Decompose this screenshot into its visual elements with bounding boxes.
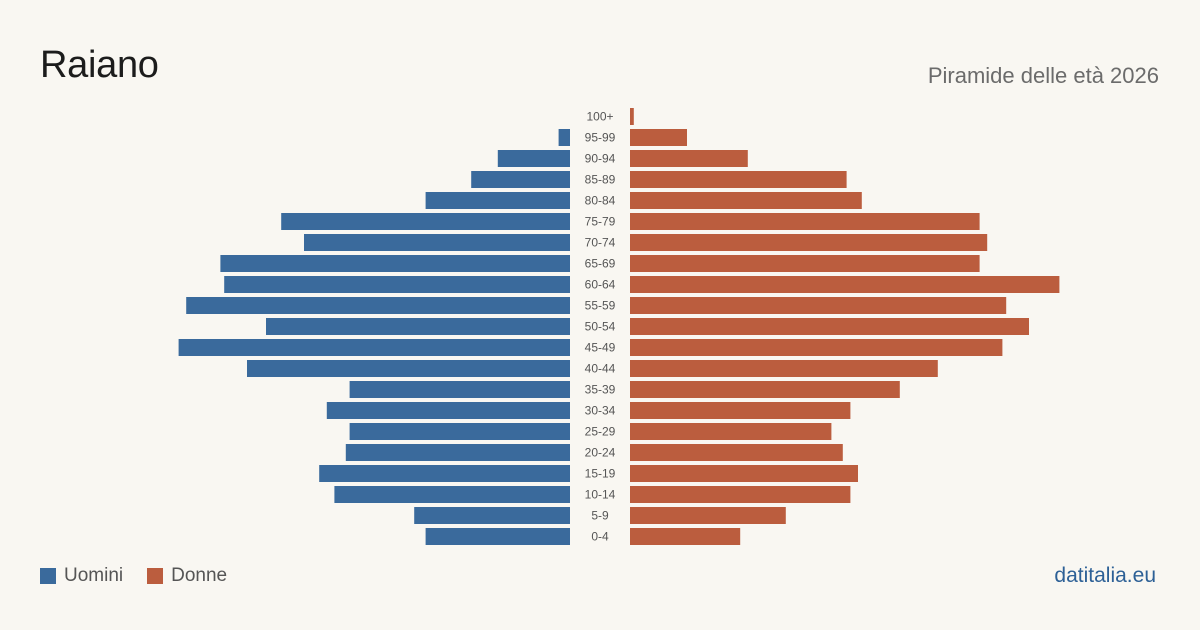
age-label-30-34: 30-34 [585, 404, 616, 418]
age-label-5-9: 5-9 [591, 509, 609, 523]
age-label-65-69: 65-69 [585, 257, 616, 271]
bar-men-30-34 [326, 402, 570, 419]
age-label-15-19: 15-19 [585, 467, 616, 481]
bar-women-25-29 [630, 423, 832, 440]
bar-women-90-94 [630, 150, 748, 167]
bar-women-35-39 [630, 381, 900, 398]
bar-men-5-9 [414, 507, 570, 524]
bar-women-60-64 [630, 276, 1060, 293]
age-label-100plus: 100+ [586, 110, 613, 124]
bar-men-40-44 [247, 360, 570, 377]
bar-men-15-19 [319, 465, 570, 482]
bar-men-0-4 [425, 528, 570, 545]
legend-swatch-women [147, 568, 164, 584]
bar-women-70-74 [630, 234, 988, 251]
legend-item-women: Donne [147, 565, 227, 587]
bar-women-55-59 [630, 297, 1007, 314]
bar-men-60-64 [224, 276, 570, 293]
bar-men-70-74 [304, 234, 570, 251]
legend: Uomini Donne [40, 565, 251, 587]
bar-women-0-4 [630, 528, 741, 545]
bar-men-90-94 [497, 150, 570, 167]
age-label-85-89: 85-89 [585, 173, 616, 187]
bar-men-85-89 [471, 171, 570, 188]
age-label-10-14: 10-14 [585, 488, 616, 502]
legend-label-men: Uomini [64, 565, 124, 586]
bar-women-65-69 [630, 255, 980, 272]
age-label-55-59: 55-59 [585, 299, 616, 313]
bar-men-25-29 [349, 423, 570, 440]
bar-women-45-49 [630, 339, 1003, 356]
age-label-45-49: 45-49 [585, 341, 616, 355]
bar-women-80-84 [630, 192, 862, 209]
age-label-20-24: 20-24 [585, 446, 616, 460]
chart-subtitle: Piramide delle età 2026 [927, 63, 1159, 88]
legend-item-men: Uomini [40, 565, 123, 587]
bar-women-95-99 [630, 129, 687, 146]
bar-women-30-34 [630, 402, 851, 419]
bar-men-80-84 [425, 192, 570, 209]
bar-men-20-24 [345, 444, 570, 461]
legend-swatch-men [40, 568, 56, 584]
bar-men-45-49 [178, 339, 570, 356]
bar-women-5-9 [630, 507, 786, 524]
age-label-35-39: 35-39 [585, 383, 616, 397]
legend-label-women: Donne [171, 565, 228, 586]
age-label-25-29: 25-29 [585, 425, 616, 439]
bar-women-10-14 [630, 486, 851, 503]
age-label-90-94: 90-94 [585, 152, 616, 166]
age-label-50-54: 50-54 [585, 320, 616, 334]
age-label-95-99: 95-99 [585, 131, 616, 145]
bar-women-40-44 [630, 360, 938, 377]
chart-title: Raiano [40, 44, 159, 86]
bar-women-50-54 [630, 318, 1029, 335]
bar-women-20-24 [630, 444, 843, 461]
bar-men-10-14 [334, 486, 570, 503]
bar-women-100plus [630, 108, 634, 125]
bar-women-15-19 [630, 465, 858, 482]
age-label-75-79: 75-79 [585, 215, 616, 229]
bar-men-55-59 [186, 297, 570, 314]
bar-women-85-89 [630, 171, 847, 188]
bar-men-35-39 [349, 381, 570, 398]
age-label-40-44: 40-44 [585, 362, 616, 376]
bar-men-75-79 [281, 213, 570, 230]
bar-men-50-54 [266, 318, 570, 335]
brand-link[interactable]: datitalia.eu [1054, 564, 1156, 587]
bar-women-75-79 [630, 213, 980, 230]
age-label-0-4: 0-4 [591, 530, 609, 544]
bar-men-95-99 [558, 129, 570, 146]
age-label-70-74: 70-74 [585, 236, 616, 250]
bar-men-65-69 [220, 255, 570, 272]
age-label-60-64: 60-64 [585, 278, 616, 292]
age-label-80-84: 80-84 [585, 194, 616, 208]
